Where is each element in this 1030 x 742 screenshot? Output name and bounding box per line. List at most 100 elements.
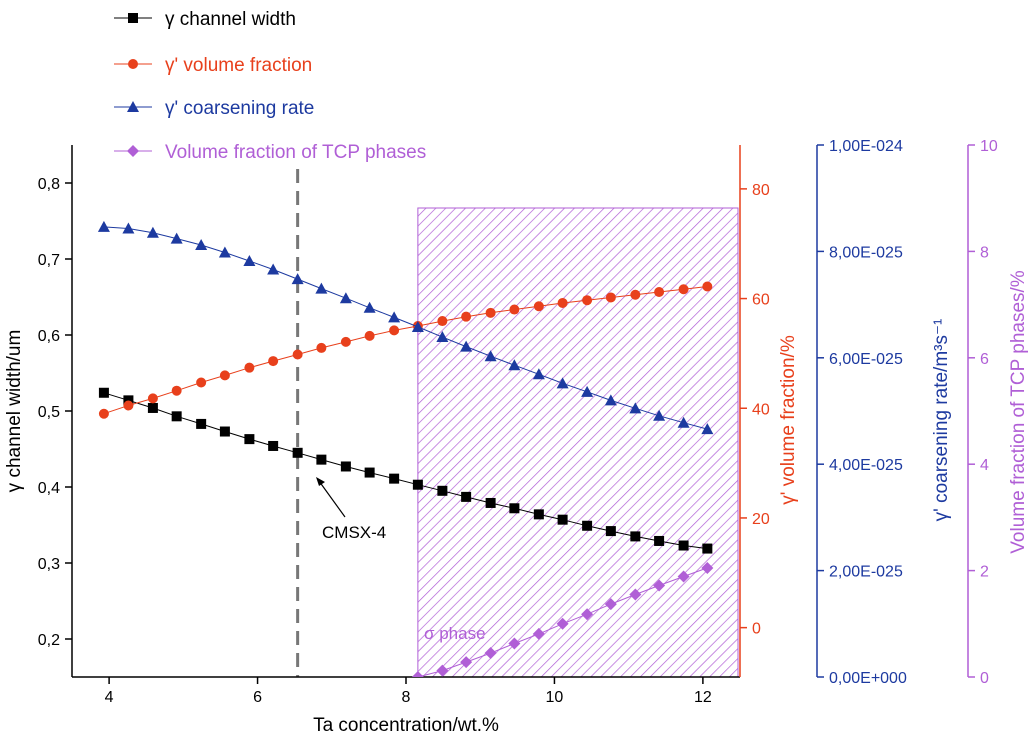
- data-point: [268, 356, 279, 367]
- x-tick-label: 12: [694, 689, 712, 706]
- data-point: [123, 400, 134, 411]
- data-point: [244, 434, 255, 445]
- data-point: [654, 286, 665, 297]
- left-y-tick-label: 0,7: [38, 252, 60, 269]
- vol-axis-tick-label: 40: [752, 401, 770, 418]
- x-tick-label: 10: [546, 689, 564, 706]
- legend-label-volume-fraction: γ' volume fraction: [165, 55, 312, 76]
- rate-axis-tick-label: 1,00E-024: [829, 138, 903, 155]
- rate-axis-tick-label: 6,00E-025: [829, 351, 903, 368]
- axis-ticks: 4 6 8 10 120,20,30,40,50,60,70,80204060800,0…: [38, 138, 998, 706]
- rate-axis-tick-label: 4,00E-025: [829, 457, 903, 474]
- vol-axis-tick-label: 80: [752, 182, 770, 199]
- data-point: [411, 671, 424, 677]
- left-y-tick-label: 0,6: [38, 328, 60, 345]
- data-point: [363, 301, 376, 313]
- data-point: [389, 473, 400, 484]
- left-y-axis-title: γ channel width/um: [4, 330, 25, 493]
- rate-axis-tick-label: 0,00E+000: [829, 670, 907, 687]
- series-layer: [97, 220, 714, 677]
- data-point: [316, 454, 327, 465]
- legend-marker-channel-width: [128, 13, 138, 23]
- data-point: [509, 304, 520, 315]
- data-point: [436, 664, 449, 677]
- rate-axis-tick-label: 8,00E-025: [829, 244, 903, 261]
- data-point: [701, 561, 714, 574]
- legend: γ channel width γ' volume fraction γ' co…: [114, 9, 426, 163]
- data-point: [533, 509, 544, 520]
- data-point: [702, 281, 713, 292]
- data-point: [460, 656, 473, 669]
- data-point: [244, 362, 255, 373]
- tcp-axis-tick-label: 2: [980, 564, 989, 581]
- data-point: [533, 301, 544, 312]
- data-point: [604, 598, 617, 611]
- data-point: [315, 282, 328, 294]
- tcp-fraction-axis-title: Volume fraction of TCP phases/%: [1008, 270, 1029, 554]
- left-y-tick-label: 0,8: [38, 176, 60, 193]
- tcp-axis-tick-label: 10: [980, 138, 998, 155]
- data-point: [581, 385, 594, 397]
- data-point: [557, 514, 568, 525]
- data-point: [147, 393, 158, 404]
- data-point: [123, 395, 134, 406]
- data-point: [629, 402, 642, 414]
- volume-fraction-axis-title: γ' volume fraction/%: [778, 335, 799, 505]
- data-point: [389, 325, 400, 336]
- data-point: [98, 408, 109, 419]
- data-point: [582, 295, 593, 306]
- data-point: [364, 330, 375, 341]
- vol-axis-tick-label: 0: [752, 621, 761, 638]
- legend-marker-volume-fraction: [128, 59, 138, 69]
- data-point: [630, 531, 641, 542]
- data-point: [678, 540, 689, 551]
- data-point: [582, 520, 593, 531]
- left-y-tick-label: 0,4: [38, 480, 60, 497]
- reference-arrow-head: [316, 477, 325, 486]
- reference-arrow: [318, 480, 346, 518]
- data-point: [557, 297, 568, 308]
- x-tick-label: 4: [105, 689, 114, 706]
- data-point: [437, 316, 448, 327]
- data-point: [461, 311, 472, 322]
- data-point: [196, 377, 207, 388]
- data-point: [388, 311, 401, 323]
- data-point: [604, 394, 617, 406]
- data-point: [484, 647, 497, 660]
- data-point: [678, 284, 689, 295]
- vol-axis-tick-label: 60: [752, 292, 770, 309]
- data-point: [461, 491, 472, 502]
- data-point: [243, 254, 256, 266]
- data-point: [171, 385, 182, 396]
- data-point: [291, 273, 304, 285]
- vol-axis-tick-label: 20: [752, 511, 770, 528]
- data-point: [316, 342, 327, 353]
- tcp-axis-tick-label: 0: [980, 670, 989, 687]
- data-point: [267, 263, 280, 275]
- data-point: [122, 222, 135, 234]
- data-point: [701, 423, 714, 435]
- data-point: [437, 485, 448, 496]
- data-point: [340, 336, 351, 347]
- data-point: [484, 350, 497, 362]
- rate-axis-tick-label: 2,00E-025: [829, 564, 903, 581]
- data-point: [98, 387, 109, 398]
- data-point: [556, 617, 569, 630]
- data-point: [219, 426, 230, 437]
- data-point: [292, 349, 303, 360]
- data-point: [170, 232, 183, 244]
- data-point: [677, 570, 690, 583]
- legend-label-tcp-fraction: Volume fraction of TCP phases: [165, 142, 426, 163]
- data-point: [629, 588, 642, 601]
- reference-label-cmsx4: CMSX-4: [322, 523, 386, 542]
- left-y-tick-label: 0,3: [38, 556, 60, 573]
- data-point: [509, 503, 520, 514]
- data-point: [171, 411, 182, 422]
- legend-marker-tcp-fraction: [127, 145, 139, 157]
- data-point: [532, 368, 545, 380]
- data-point: [485, 497, 496, 508]
- data-point: [677, 416, 690, 428]
- data-point: [653, 409, 666, 421]
- data-point: [411, 320, 424, 332]
- data-point: [605, 292, 616, 303]
